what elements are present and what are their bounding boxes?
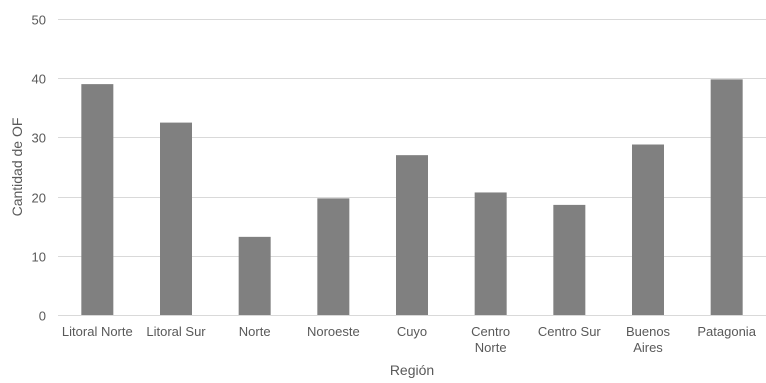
x-tick-label: Noroeste [307, 324, 360, 339]
x-tick-label: Litoral Norte [62, 324, 133, 339]
x-tick-label: Buenos Aires [626, 324, 671, 355]
bar [238, 236, 271, 315]
x-tick-label: Centro Norte [471, 324, 510, 355]
x-axis-ticks: Litoral Norte Litoral Sur Norte Noroeste Cuy… [62, 324, 757, 355]
y-axis-ticks: 0 10 20 30 40 50 [32, 13, 46, 324]
x-axis-title: Región [390, 362, 434, 378]
bar [160, 122, 192, 315]
x-tick-label: Cuyo [397, 324, 427, 339]
y-tick-label: 30 [32, 131, 46, 146]
x-tick-label: Norte [239, 324, 271, 339]
y-tick-label: 50 [32, 13, 46, 28]
x-tick-label: Centro Sur [538, 324, 602, 339]
bar [474, 192, 507, 315]
y-tick-label: 0 [39, 309, 46, 324]
bar [710, 79, 743, 315]
bar [317, 198, 350, 315]
y-tick-label: 10 [32, 250, 46, 265]
bar [396, 155, 428, 315]
x-tick-label: Patagonia [697, 324, 756, 339]
y-tick-label: 40 [32, 72, 46, 87]
y-tick-label: 20 [32, 191, 46, 206]
bars [81, 79, 743, 316]
y-axis-title: Cantidad de OF [9, 118, 25, 217]
bar [553, 204, 586, 315]
bar [632, 144, 664, 315]
bar [81, 84, 114, 316]
x-tick-label: Litoral Sur [146, 324, 206, 339]
